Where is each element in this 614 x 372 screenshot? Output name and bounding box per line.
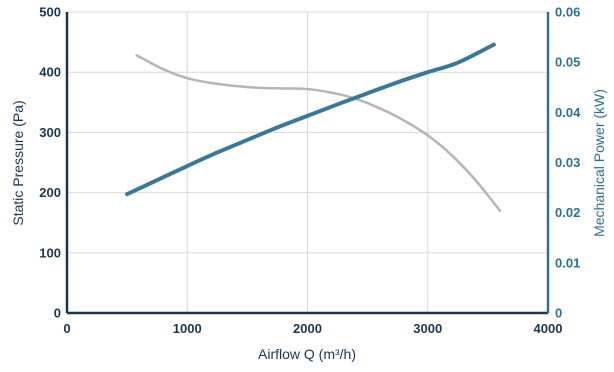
y-right-tick-label: 0 bbox=[555, 306, 562, 321]
y-left-tick-label: 400 bbox=[39, 65, 61, 80]
grid-lines bbox=[67, 11, 548, 313]
y-right-tick-label: 0.02 bbox=[555, 205, 580, 220]
y-right-tick-label: 0.04 bbox=[555, 105, 581, 120]
y-right-tick-label: 0.01 bbox=[555, 255, 580, 270]
x-tick-label: 4000 bbox=[534, 321, 563, 336]
y-left-tick-label: 100 bbox=[39, 245, 61, 260]
y-left-tick-label: 500 bbox=[39, 5, 61, 20]
y-right-tick-label: 0.05 bbox=[555, 55, 580, 70]
x-tick-label: 2000 bbox=[293, 321, 322, 336]
x-tick-label: 0 bbox=[63, 321, 70, 336]
y-left-tick-label: 0 bbox=[54, 306, 61, 321]
power-curve-line bbox=[125, 42, 496, 197]
pressure-curve-line bbox=[135, 54, 502, 212]
y-axis-left-label: Static Pressure (Pa) bbox=[10, 100, 26, 225]
y-right-tick-label: 0.03 bbox=[555, 155, 580, 170]
y-right-tick-label: 0.06 bbox=[555, 5, 580, 20]
y-left-tick-label: 200 bbox=[39, 185, 61, 200]
y-axis-right-label: Mechanical Power (kW) bbox=[591, 89, 607, 237]
x-tick-label: 3000 bbox=[413, 321, 442, 336]
y-left-tick-label: 300 bbox=[39, 125, 61, 140]
series-layer bbox=[125, 42, 502, 212]
x-axis-label: Airflow Q (m³/h) bbox=[258, 346, 356, 362]
x-tick-label: 1000 bbox=[173, 321, 202, 336]
